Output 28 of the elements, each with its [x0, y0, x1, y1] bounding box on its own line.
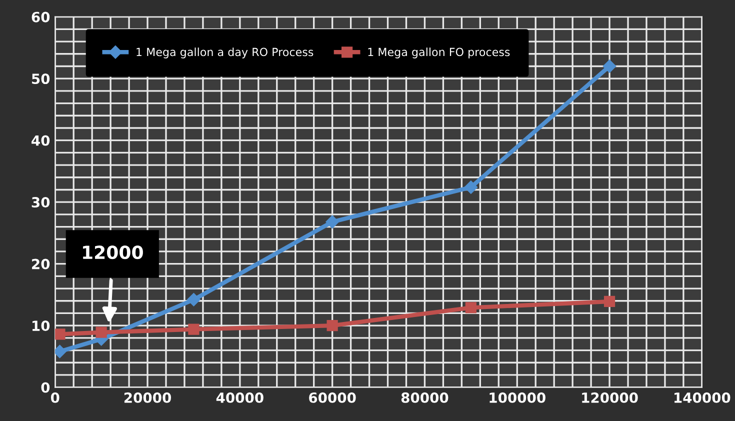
y-tick-label: 30 [32, 197, 50, 208]
y-tick-label: 50 [32, 74, 50, 84]
point [326, 215, 339, 228]
annotation: 12000 [83, 246, 143, 260]
x-tick-label: 40000 [216, 392, 264, 403]
point [465, 302, 476, 314]
point [188, 324, 200, 335]
point [464, 180, 478, 194]
point [187, 293, 200, 306]
y-tick-label: 20 [32, 258, 50, 270]
point [604, 296, 616, 308]
x-tick-label: 140000 [674, 392, 730, 403]
x-tick-label: 100000 [490, 392, 546, 403]
legend-label: 1 Mega gallon FO process [368, 48, 510, 58]
x-tick-label: 60000 [309, 392, 356, 403]
x-tick-label: 120000 [582, 392, 638, 403]
point [602, 60, 616, 73]
point [96, 326, 107, 338]
x-tick-label: 80000 [401, 392, 448, 403]
x-tick-label: 0 [50, 392, 60, 403]
y-tick-label: 60 [32, 12, 50, 22]
x-tick-label: 20000 [124, 392, 172, 403]
y-tick-label: 0 [41, 382, 50, 393]
y-tick-label: 40 [32, 135, 50, 146]
point [55, 328, 66, 340]
legend-label: 1 Mega gallon a day RO Process [136, 48, 314, 58]
point [326, 320, 338, 332]
y-tick-label: 10 [32, 320, 50, 332]
